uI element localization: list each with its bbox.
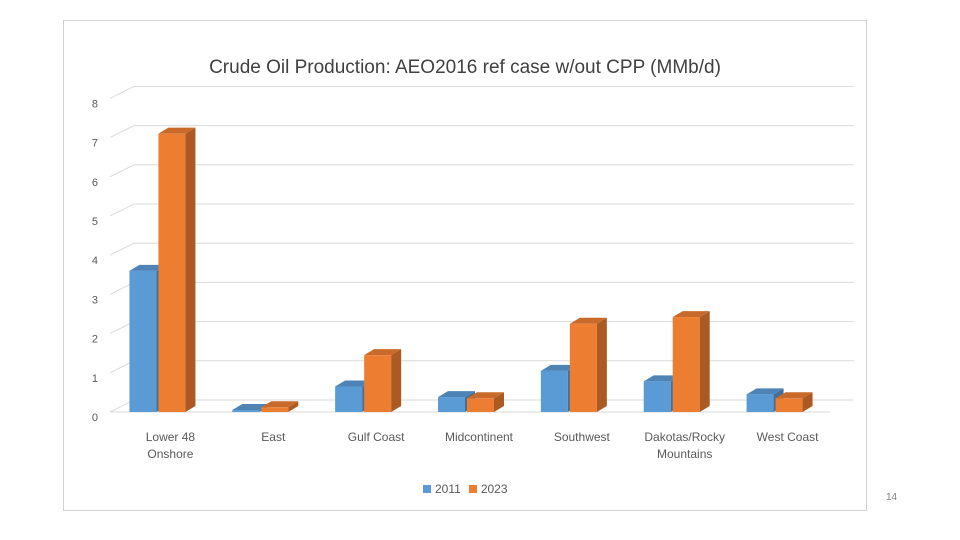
gridline-depth: [109, 203, 135, 217]
bar-top-2011: [746, 388, 784, 395]
y-tick-label: 1: [92, 373, 98, 385]
bar-side-2023: [391, 349, 402, 412]
bar-top-2023: [775, 392, 813, 399]
gridline-depth: [109, 242, 135, 256]
x-tick-label-line: Southwest: [554, 430, 611, 444]
gridline-depth: [109, 85, 135, 99]
bar-side-2023: [699, 311, 710, 412]
chart-frame: Crude Oil Production: AEO2016 ref case w…: [63, 20, 867, 511]
legend-item-2023: 2023: [468, 482, 508, 496]
legend-label-2023: 2023: [480, 482, 508, 496]
bar-2011: [746, 394, 774, 412]
bar-top-2023: [569, 317, 607, 324]
bar-top-2023: [261, 401, 299, 408]
bar-2023: [364, 355, 392, 412]
x-tick-label-line: Onshore: [147, 447, 193, 461]
x-tick-label-line: Mountains: [657, 447, 712, 461]
bar-2023: [569, 323, 597, 412]
bar-2011: [232, 410, 260, 412]
bar-top-2023: [467, 392, 504, 399]
y-tick-label: 7: [92, 138, 98, 150]
bar-top-2011: [335, 380, 373, 387]
bar-top-2011: [438, 391, 475, 398]
x-tick-label-line: Dakotas/Rocky: [644, 430, 725, 444]
gridline-depth: [109, 164, 135, 178]
y-tick-label: 4: [92, 255, 98, 267]
bar-2023: [158, 133, 186, 412]
bar-2023: [775, 398, 803, 412]
legend-swatch-2011: [423, 485, 431, 493]
bar-2011: [540, 370, 568, 412]
legend-label-2011: 2011: [435, 482, 461, 496]
y-tick-label: 0: [92, 412, 98, 424]
bar-2011: [335, 386, 363, 412]
y-tick-label: 5: [92, 216, 98, 228]
legend-swatch-2023: [468, 485, 477, 493]
bar-side-2023: [185, 127, 196, 413]
legend-item-2011: 2011: [423, 482, 461, 496]
bar-2011: [643, 381, 671, 412]
bar-top-2023: [672, 311, 710, 318]
bar-side-2023: [596, 317, 607, 412]
x-tick-label: Dakotas/Rocky Mountains: [644, 430, 725, 461]
bar-2023: [261, 407, 289, 412]
bar-side-2023: [494, 392, 504, 412]
bar-2011: [129, 270, 157, 412]
x-tick-label: Gulf Coast: [348, 430, 405, 444]
y-tick-label: 8: [92, 98, 98, 110]
bar-top-2011: [232, 404, 270, 411]
legend: 2011 2023: [423, 482, 508, 496]
bar-side-2023: [802, 392, 813, 412]
gridline-depth: [109, 125, 135, 139]
bar-2023: [672, 317, 700, 412]
x-tick-label-line: Lower 48: [146, 430, 196, 444]
y-tick-label: 3: [92, 294, 98, 306]
y-tick-label: 2: [92, 334, 98, 346]
x-tick-label: Midcontinent: [445, 430, 514, 444]
chart-title: Crude Oil Production: AEO2016 ref case w…: [209, 57, 721, 78]
bar-2011: [438, 397, 465, 412]
page-number: 14: [886, 492, 898, 503]
x-tick-label-line: Midcontinent: [445, 430, 514, 444]
bar-top-2023: [364, 349, 402, 356]
x-tick-label: East: [261, 430, 286, 444]
y-tick-label: 6: [92, 177, 98, 189]
bar-top-2023: [158, 127, 196, 134]
x-tick-label-line: West Coast: [757, 430, 819, 444]
bar-top-2011: [643, 375, 681, 382]
x-tick-label: Southwest: [554, 430, 611, 444]
x-tick-label-line: East: [261, 430, 286, 444]
bar-top-2011: [540, 364, 578, 371]
x-tick-label: West Coast: [757, 430, 819, 444]
bar-side-2023: [288, 401, 299, 412]
bar-top-2011: [129, 264, 167, 271]
bar-2023: [467, 398, 494, 412]
x-tick-label: Lower 48 Onshore: [146, 430, 196, 461]
x-tick-label-line: Gulf Coast: [348, 430, 405, 444]
